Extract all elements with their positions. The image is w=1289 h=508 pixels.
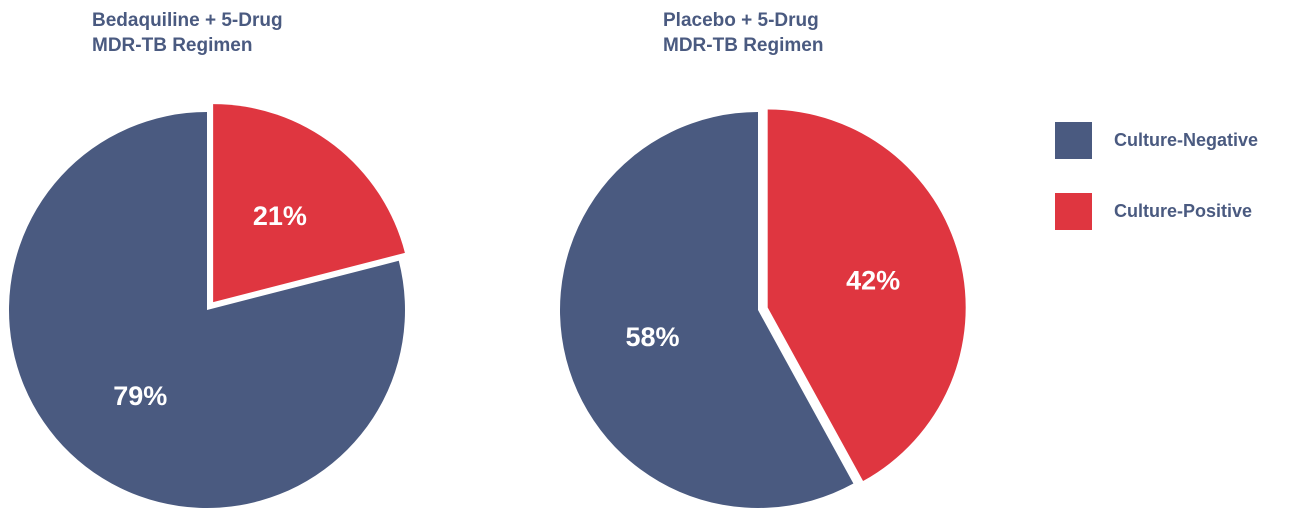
- slice-label: 79%: [113, 381, 167, 411]
- legend-label: Culture-Negative: [1114, 130, 1259, 150]
- chart-title-line: Placebo + 5-Drug: [663, 10, 819, 31]
- chart-title-line: MDR-TB Regimen: [663, 35, 824, 56]
- chart-title-line: MDR-TB Regimen: [92, 35, 253, 56]
- slice-label: 58%: [625, 322, 679, 352]
- legend-item-culture-negative: Culture-Negative: [1055, 122, 1285, 160]
- legend-swatch-culture-positive: [1055, 193, 1092, 230]
- pie-slice-culture-negative: [9, 112, 405, 508]
- slice-label: 42%: [846, 265, 900, 295]
- legend-label: Culture-Positive: [1114, 201, 1253, 221]
- pie-chart-1: 21% 79%: [9, 104, 405, 508]
- pie-slice-culture-positive: [213, 104, 405, 303]
- pie-slice-culture-negative: [560, 112, 854, 508]
- chart-title-bedaquiline: Bedaquiline + 5-Drug MDR-TB Regimen: [92, 8, 283, 58]
- pie-chart-2: 42% 58%: [560, 109, 966, 508]
- legend-swatch-culture-negative: [1055, 122, 1092, 159]
- pie-slice-culture-positive: [767, 109, 966, 482]
- legend-item-culture-positive: Culture-Positive: [1055, 193, 1285, 231]
- chart-title-line: Bedaquiline + 5-Drug: [92, 10, 283, 31]
- chart-title-placebo: Placebo + 5-Drug MDR-TB Regimen: [663, 8, 823, 58]
- slice-label: 21%: [253, 201, 307, 231]
